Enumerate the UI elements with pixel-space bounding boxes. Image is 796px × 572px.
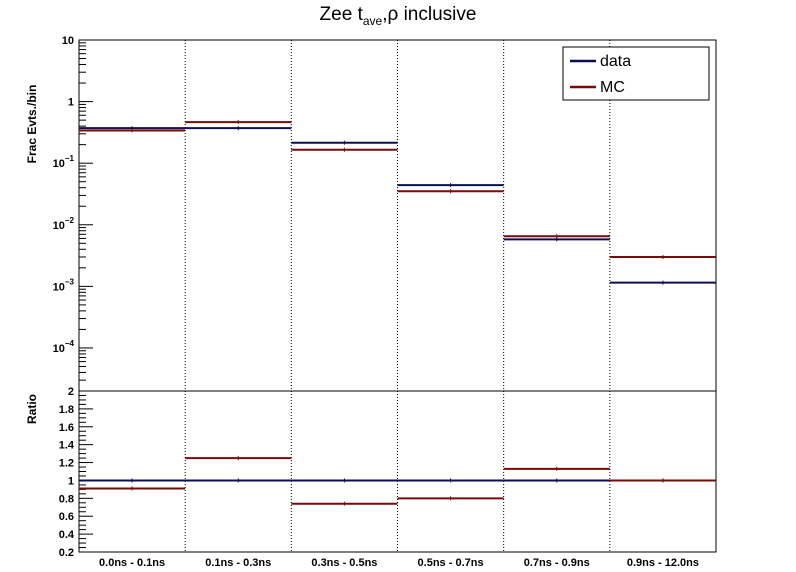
- legend-box: [562, 46, 710, 101]
- bottom-y-tick-label: 1.6: [59, 422, 74, 434]
- top-y-tick-label: 10−1: [53, 154, 75, 170]
- x-category-label: 0.7ns - 0.9ns: [524, 557, 590, 569]
- top-bin-edges: [184, 40, 611, 391]
- bottom-y-tick-label: 0.2: [59, 547, 74, 559]
- bottom-panel: 0.2 0.4 0.6 0.8 1 1.2 1.4 1.6 1.8 2 0.0ns - 0.1ns…: [25, 386, 717, 569]
- x-category-label: 0.1ns - 0.3ns: [205, 557, 271, 569]
- top-y-axis: 10 1 10−1 10−2 10−3 10−4: [53, 35, 93, 392]
- bottom-y-tick-label: 2: [68, 386, 74, 398]
- chart-title-main: Zee t: [320, 4, 364, 25]
- legend: data MC: [562, 46, 710, 101]
- bottom-y-axis: 0.2 0.4 0.6 0.8 1 1.2 1.4 1.6 1.8 2: [59, 386, 93, 559]
- top-y-tick-label: 10−2: [53, 216, 75, 232]
- chart-title-rest: ,ρ inclusive: [382, 4, 476, 25]
- top-y-tick-label: 10: [62, 35, 74, 47]
- bottom-y-tick-label: 1.4: [59, 440, 75, 452]
- x-category-label: 0.0ns - 0.1ns: [99, 557, 165, 569]
- bottom-y-tick-label: 1: [68, 475, 74, 487]
- bottom-y-tick-label: 0.4: [59, 529, 75, 541]
- top-y-tick-label: 10−4: [53, 339, 75, 355]
- top-y-axis-label: Frac Evts./bin: [25, 85, 39, 164]
- bottom-y-tick-label: 0.6: [59, 511, 74, 523]
- chart-title: Zee tave,ρ inclusive: [320, 4, 477, 28]
- bottom-y-tick-label: 0.8: [59, 493, 74, 505]
- bottom-bin-edges: [184, 391, 611, 552]
- x-axis-labels: 0.0ns - 0.1ns 0.1ns - 0.3ns 0.3ns - 0.5ns 0…: [99, 557, 699, 569]
- bottom-series: [79, 456, 716, 506]
- x-category-label: 0.5ns - 0.7ns: [418, 557, 484, 569]
- top-series: [79, 120, 716, 285]
- bottom-y-tick-label: 1.2: [59, 458, 74, 470]
- chart-title-subscript: ave: [363, 14, 383, 28]
- bottom-y-tick-label: 1.8: [59, 404, 74, 416]
- bottom-y-axis-label: Ratio: [25, 394, 39, 424]
- legend-label-mc: MC: [600, 79, 625, 96]
- top-y-tick-label: 10−3: [53, 277, 75, 293]
- top-y-tick-label: 1: [68, 97, 74, 109]
- x-category-label: 0.9ns - 12.0ns: [627, 557, 699, 569]
- legend-label-data: data: [600, 53, 631, 70]
- x-category-label: 0.3ns - 0.5ns: [311, 557, 377, 569]
